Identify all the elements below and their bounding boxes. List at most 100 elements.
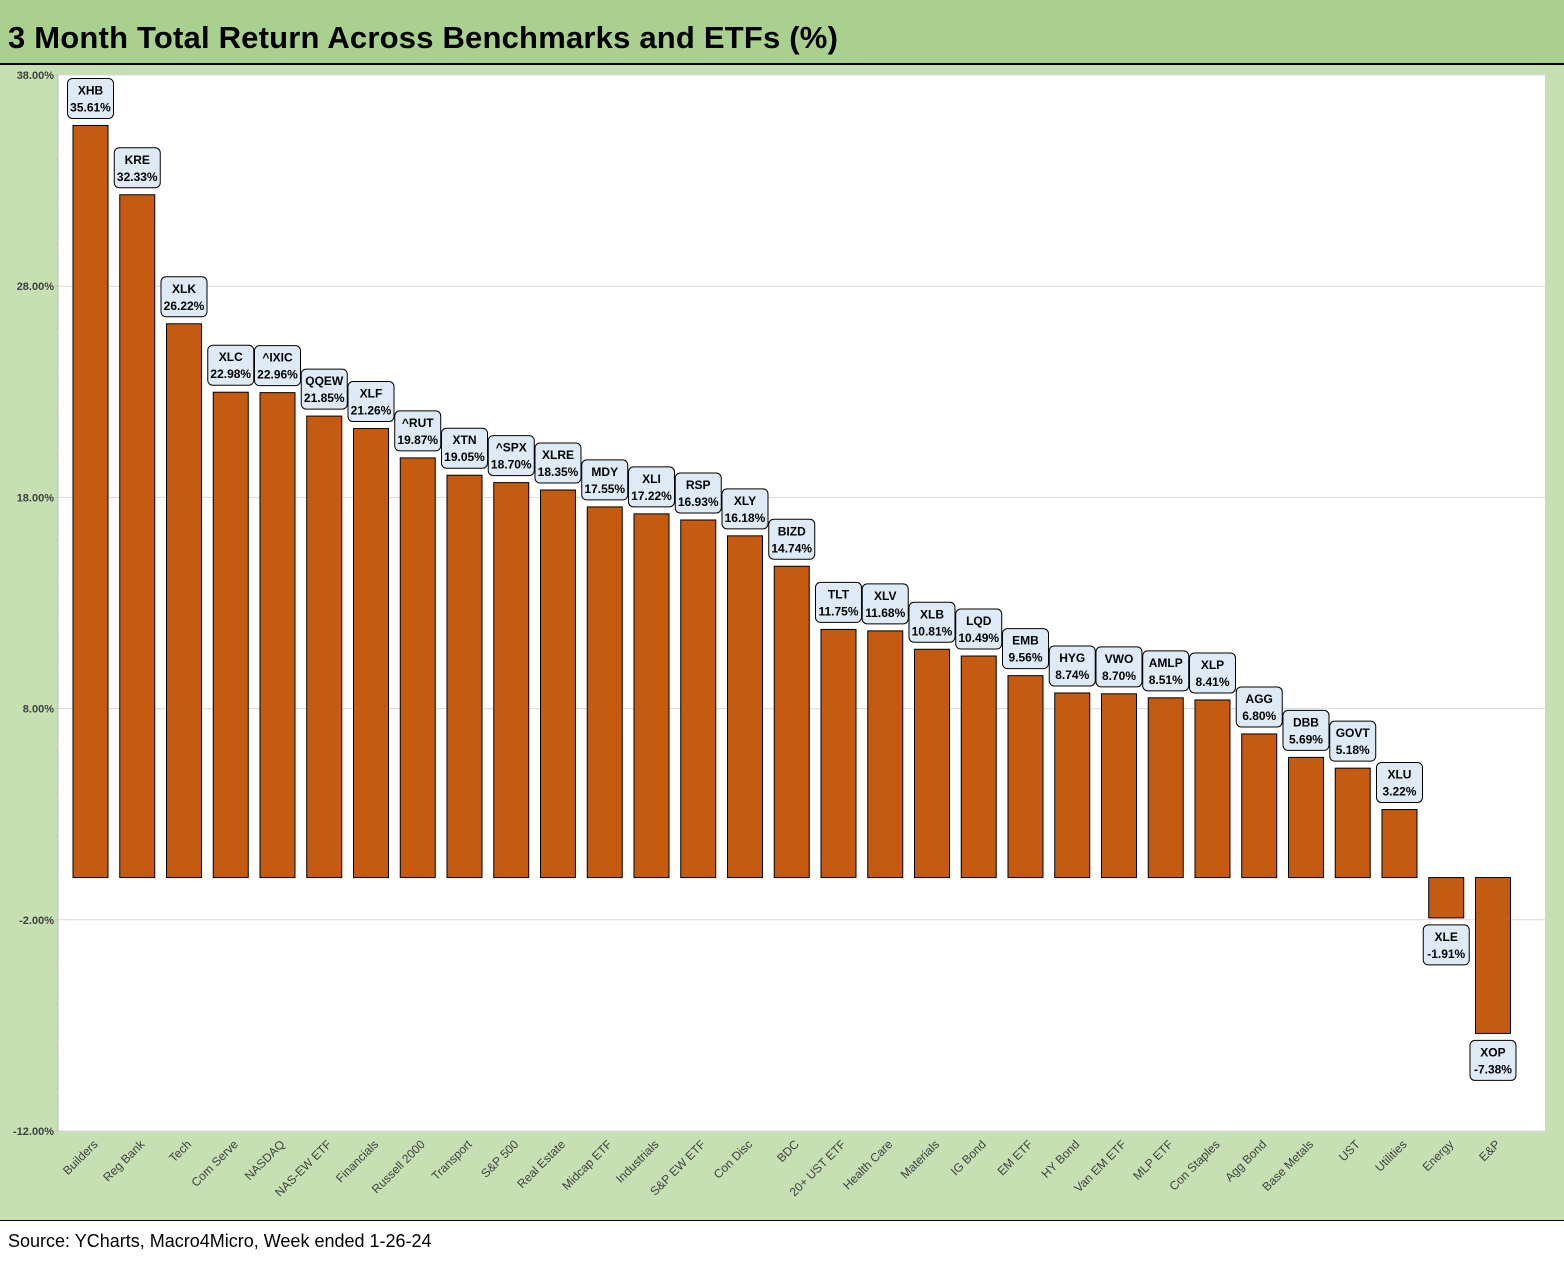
bar <box>1428 877 1465 919</box>
data-label-ticker: MDY <box>591 465 618 479</box>
data-label-ticker: XLRE <box>542 448 574 462</box>
bar <box>773 565 810 879</box>
data-label-value: 17.22% <box>631 489 672 503</box>
data-label-ticker: XLP <box>1201 658 1224 672</box>
data-label-box <box>67 77 114 119</box>
data-label-box <box>955 608 1003 650</box>
data-label-ticker: AMLP <box>1149 656 1183 670</box>
data-label-ticker: XOP <box>1480 1045 1505 1059</box>
bar <box>1100 693 1137 879</box>
data-label-ticker: XLY <box>734 494 756 508</box>
data-label-ticker: KRE <box>125 153 150 167</box>
bar <box>493 482 530 879</box>
bar <box>352 428 389 879</box>
data-label-value: 21.26% <box>351 404 392 418</box>
data-label-ticker: XHB <box>78 83 104 97</box>
data-label-box <box>1329 720 1377 762</box>
x-category-label: NASDAQ <box>242 1137 288 1183</box>
data-label-value: 22.96% <box>257 368 298 382</box>
data-label-box <box>1469 1039 1517 1081</box>
bar <box>212 391 249 879</box>
data-label-value: 19.05% <box>444 450 485 464</box>
bar <box>1381 809 1418 879</box>
data-label-value: 5.18% <box>1336 743 1370 757</box>
data-label-ticker: XLC <box>219 350 243 364</box>
data-label-value: 10.49% <box>958 631 999 645</box>
data-label-box <box>113 147 161 189</box>
x-category-label: Health Care <box>840 1137 895 1192</box>
data-label-box <box>1001 628 1049 670</box>
data-label-box <box>1422 924 1470 966</box>
bar <box>913 648 950 879</box>
bar <box>1287 756 1324 879</box>
x-category-label: Agg Bond <box>1222 1137 1269 1184</box>
y-tick-label: 8.00% <box>23 704 54 716</box>
data-label-box <box>160 276 208 318</box>
data-label-value: 11.68% <box>865 606 905 620</box>
data-label-box <box>300 368 348 410</box>
data-label-value: 14.74% <box>771 541 812 555</box>
bar <box>633 513 670 879</box>
data-label-ticker: RSP <box>686 478 711 492</box>
data-label-ticker: VWO <box>1105 652 1134 666</box>
y-tick-label: 38.00% <box>17 70 55 82</box>
x-category-label: Transport <box>429 1137 475 1183</box>
data-label-ticker: EMB <box>1012 634 1039 648</box>
data-label-value: 32.33% <box>117 170 158 184</box>
bar <box>867 630 904 879</box>
x-category-label: Materials <box>898 1137 942 1181</box>
data-label-box <box>1095 646 1143 688</box>
data-label-ticker: BIZD <box>778 524 806 538</box>
data-label-value: -7.38% <box>1474 1062 1512 1076</box>
data-label-value: 26.22% <box>164 299 205 313</box>
data-label-box <box>1142 650 1190 692</box>
data-label-value: 3.22% <box>1382 785 1416 799</box>
data-label-value: 8.70% <box>1102 669 1136 683</box>
x-category-label: EM ETF <box>995 1137 1036 1178</box>
x-category-label: MLP ETF <box>1130 1137 1176 1183</box>
data-label-ticker: DBB <box>1293 715 1319 729</box>
data-label-ticker: GOVT <box>1336 726 1371 740</box>
x-category-label: Con Disc <box>711 1137 755 1181</box>
x-category-label: Builders <box>60 1137 101 1178</box>
data-label-value: 8.41% <box>1195 675 1229 689</box>
data-label-box <box>347 381 395 423</box>
data-label-ticker: XLK <box>172 282 196 296</box>
bar <box>259 392 296 879</box>
bar <box>1241 733 1278 879</box>
data-label-box <box>207 344 255 386</box>
bar <box>586 506 623 879</box>
data-label-box <box>253 345 301 387</box>
data-label-value: 35.61% <box>70 100 111 114</box>
data-label-value: 8.51% <box>1149 673 1183 687</box>
x-category-label: Industrials <box>613 1137 662 1186</box>
bar <box>119 194 156 879</box>
bar <box>820 628 857 879</box>
data-label-box <box>1188 652 1236 694</box>
data-label-box <box>394 410 442 452</box>
data-label-box <box>908 601 956 643</box>
data-label-value: 21.85% <box>304 391 345 405</box>
data-label-value: 9.56% <box>1008 651 1042 665</box>
data-label-ticker: HYG <box>1059 651 1085 665</box>
bar <box>1194 699 1231 879</box>
data-label-ticker: AGG <box>1246 692 1273 706</box>
data-label-value: 5.69% <box>1289 732 1323 746</box>
title-bar: 3 Month Total Return Across Benchmarks a… <box>0 0 1564 65</box>
bar <box>1054 692 1091 879</box>
x-category-label: Financials <box>333 1137 381 1185</box>
data-label-value: 18.70% <box>491 458 532 472</box>
data-label-ticker: XLI <box>642 472 661 486</box>
data-label-box <box>534 442 582 484</box>
data-label-box <box>814 581 862 623</box>
data-label-ticker: XLE <box>1435 930 1458 944</box>
data-label-box <box>1048 645 1096 687</box>
chart-title: 3 Month Total Return Across Benchmarks a… <box>8 20 839 55</box>
bar-chart: 38.00% 28.00% 18.00% 8.00% -2.00% -12.00% XHB 3… <box>13 70 1545 1199</box>
data-label-value: 8.74% <box>1055 668 1089 682</box>
data-label-box <box>581 459 629 501</box>
bar <box>539 489 576 879</box>
bar <box>1334 767 1371 879</box>
data-label-ticker: XLB <box>920 607 944 621</box>
data-label-box <box>1235 686 1283 728</box>
